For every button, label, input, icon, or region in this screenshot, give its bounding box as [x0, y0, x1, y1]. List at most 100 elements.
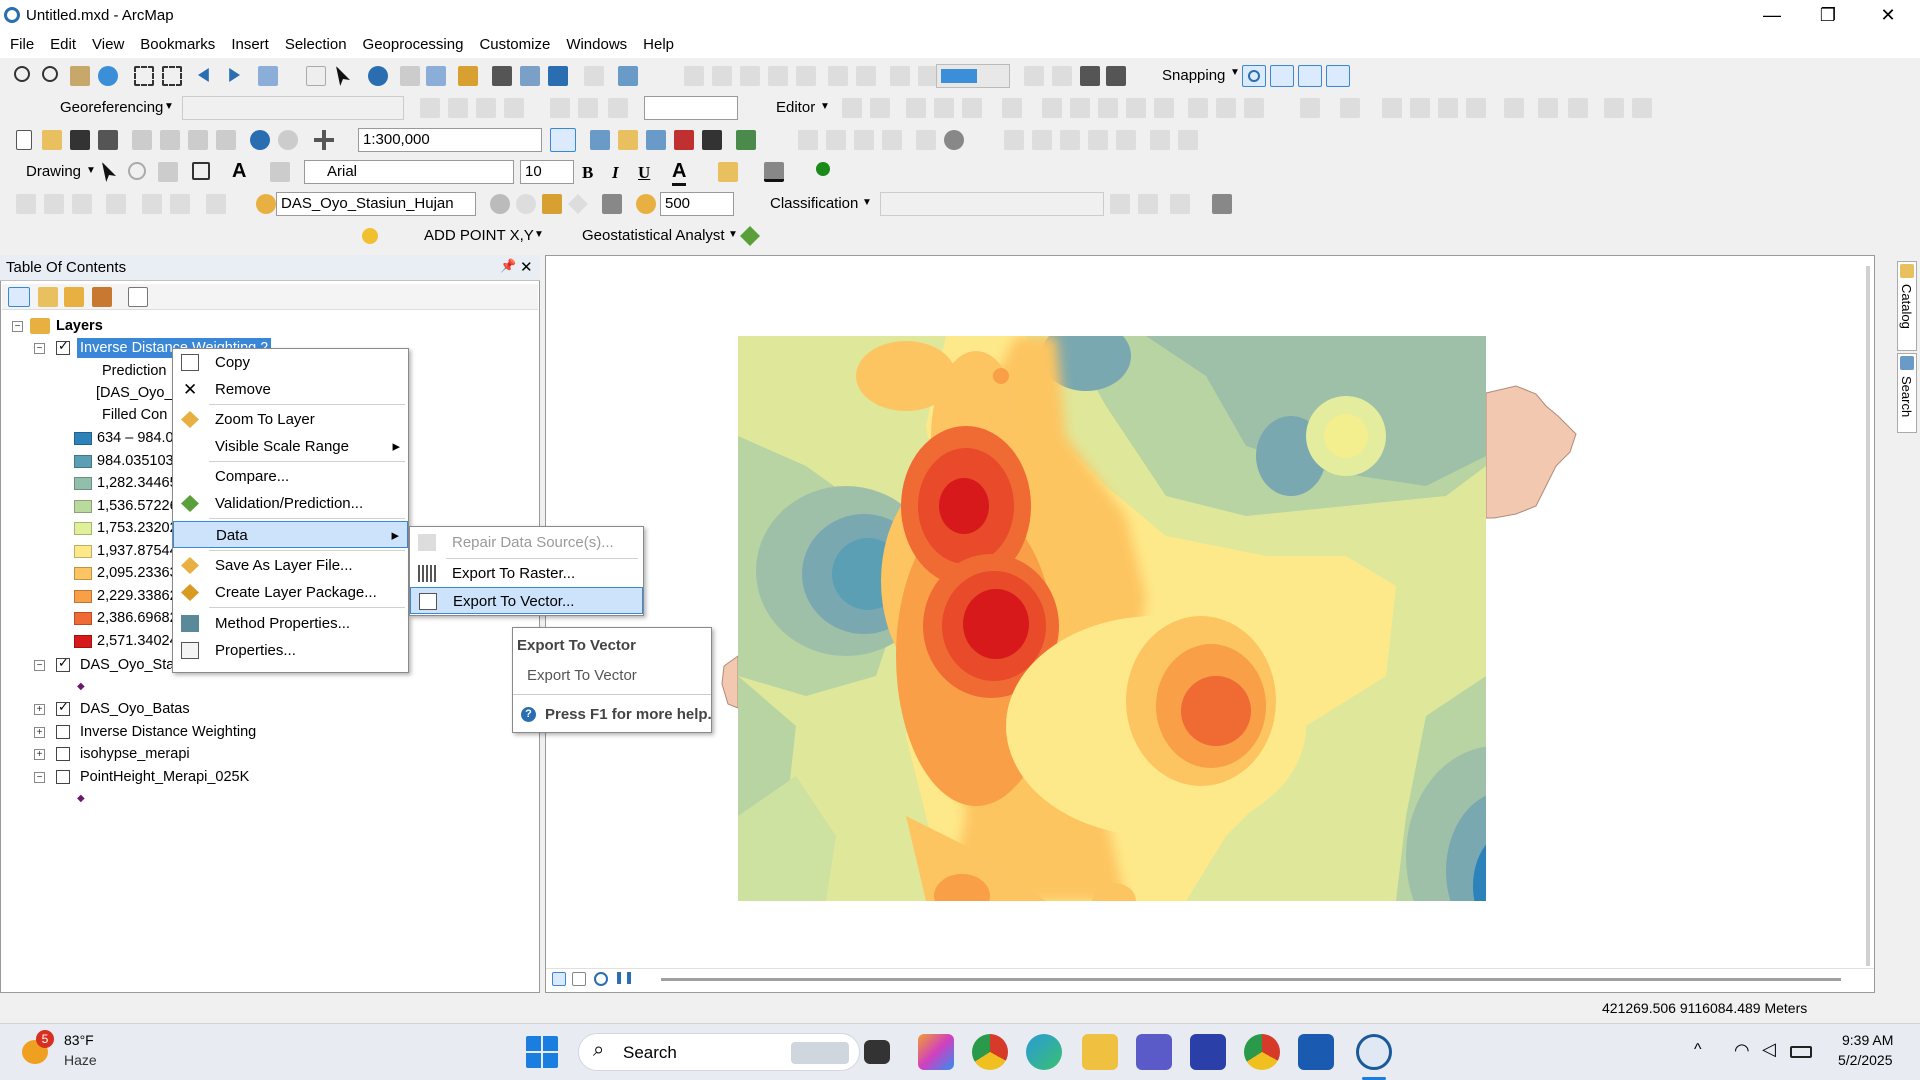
- edge-icon[interactable]: [1026, 1034, 1062, 1070]
- pen-app-icon[interactable]: [1190, 1034, 1226, 1070]
- menu-bookmarks[interactable]: Bookmarks: [140, 35, 216, 53]
- graphics-tool-4-icon[interactable]: [882, 130, 902, 150]
- menu-help[interactable]: Help: [643, 35, 675, 53]
- add-point-dropdown[interactable]: ADD POINT X,Y: [424, 227, 534, 244]
- print-icon[interactable]: [98, 130, 118, 150]
- font-combo[interactable]: Arial: [304, 160, 514, 184]
- layer-checkbox[interactable]: [56, 747, 70, 761]
- start-button[interactable]: [526, 1036, 558, 1068]
- go-to-xy-icon[interactable]: [548, 66, 568, 86]
- smooth-icon[interactable]: [1568, 98, 1588, 118]
- chrome-profile-icon[interactable]: [1244, 1034, 1280, 1070]
- layout-100-icon[interactable]: [796, 66, 816, 86]
- edge-snap-icon[interactable]: [1326, 65, 1350, 87]
- html-popup-icon[interactable]: [426, 66, 446, 86]
- italic-button[interactable]: I: [612, 163, 619, 182]
- graphics-tool-6-icon[interactable]: [944, 130, 964, 150]
- graphics-tool-2-icon[interactable]: [826, 130, 846, 150]
- classification-combo[interactable]: [880, 192, 1104, 216]
- catalog-icon[interactable]: [618, 130, 638, 150]
- copilot-icon[interactable]: [918, 1034, 954, 1070]
- training-sample-icon[interactable]: [1170, 194, 1190, 214]
- contrast-icon[interactable]: [490, 194, 510, 214]
- sketch-tool-1-icon[interactable]: [16, 194, 36, 214]
- edit-annotation-icon[interactable]: [870, 98, 890, 118]
- arctoolbox-icon[interactable]: [674, 130, 694, 150]
- paste-icon[interactable]: [188, 130, 208, 150]
- view-link-table-icon[interactable]: [550, 98, 570, 118]
- create-viewer-icon[interactable]: [618, 66, 638, 86]
- ctx-remove[interactable]: ✕ Remove: [173, 376, 408, 403]
- georef-text-field[interactable]: [644, 96, 738, 120]
- menu-selection[interactable]: Selection: [284, 35, 347, 53]
- map-view[interactable]: ❚❚: [545, 255, 1875, 993]
- straight-segment-icon[interactable]: [906, 98, 926, 118]
- geostat-wizard-icon[interactable]: [740, 226, 760, 246]
- hyperlink-icon[interactable]: [400, 66, 420, 86]
- callout-icon[interactable]: [270, 162, 290, 182]
- menu-geoprocessing[interactable]: Geoprocessing: [362, 35, 464, 53]
- brightness-icon[interactable]: [516, 194, 536, 214]
- modelbuilder-icon[interactable]: [736, 130, 756, 150]
- auto-adjust-icon[interactable]: [578, 98, 598, 118]
- toggle-draft-icon[interactable]: [1024, 66, 1044, 86]
- toc-layer-idw[interactable]: Inverse Distance Weighting: [80, 724, 257, 740]
- ctx-data[interactable]: Data ▸: [173, 521, 408, 548]
- edit-tool-icon[interactable]: [842, 98, 862, 118]
- zoom-in-icon[interactable]: [14, 66, 30, 82]
- minimize-button[interactable]: —: [1763, 4, 1781, 25]
- taskbar-search-box[interactable]: ⌕ Search: [578, 1033, 860, 1071]
- graphics-tool-5-icon[interactable]: [916, 130, 936, 150]
- layout-view-icon[interactable]: [572, 972, 586, 986]
- pin-icon[interactable]: 📌: [500, 258, 517, 273]
- fixed-zoom-in-icon[interactable]: [134, 66, 154, 86]
- pointer-tool-icon[interactable]: [1212, 194, 1232, 214]
- arcmap-taskbar-icon[interactable]: [1356, 1034, 1392, 1070]
- undo-icon[interactable]: [250, 130, 270, 150]
- advanced-edit-icon[interactable]: [1300, 98, 1320, 118]
- chevron-up-icon[interactable]: ^: [1694, 1041, 1702, 1058]
- cut-polygon-icon[interactable]: [1070, 98, 1090, 118]
- graphics-tool-7-icon[interactable]: [1004, 130, 1024, 150]
- flicker-icon[interactable]: [568, 194, 588, 214]
- sketch-tool-4-icon[interactable]: [106, 194, 126, 214]
- cut-icon[interactable]: [132, 130, 152, 150]
- sub-export-to-vector[interactable]: Export To Vector...: [410, 587, 643, 614]
- layout-full-icon[interactable]: [768, 66, 788, 86]
- layer-checkbox[interactable]: [56, 699, 70, 716]
- copy-icon[interactable]: [160, 130, 180, 150]
- data-view-icon[interactable]: [552, 972, 566, 986]
- ctx-properties[interactable]: Properties...: [173, 637, 408, 664]
- search-tab[interactable]: Search: [1897, 353, 1917, 433]
- ctx-copy[interactable]: Copy: [173, 349, 408, 376]
- ctx-visible-scale-range[interactable]: Visible Scale Range ▸: [173, 433, 408, 460]
- vertex-snap-icon[interactable]: [1298, 65, 1322, 87]
- attributes-icon[interactable]: [1098, 98, 1118, 118]
- layout-zoom-combo[interactable]: [936, 64, 1010, 88]
- add-data-icon[interactable]: [314, 130, 334, 150]
- collapse-icon[interactable]: −: [34, 343, 45, 354]
- font-size-combo[interactable]: 10: [520, 160, 574, 184]
- toc-item-source[interactable]: [DAS_Oyo_: [96, 385, 173, 401]
- rotate-icon[interactable]: [420, 98, 440, 118]
- trace-icon[interactable]: [962, 98, 982, 118]
- toc-layer-batas[interactable]: DAS_Oyo_Batas: [80, 701, 190, 717]
- ctx-save-as-layer-file[interactable]: Save As Layer File...: [173, 552, 408, 579]
- close-button[interactable]: ✕: [1880, 4, 1896, 25]
- sub-repair-data-source[interactable]: Repair Data Source(s)...: [410, 529, 643, 556]
- open-icon[interactable]: [42, 130, 62, 150]
- clock-date[interactable]: 5/2/2025: [1838, 1052, 1893, 1068]
- select-elements-icon[interactable]: [336, 66, 350, 86]
- sketch-tool-7-icon[interactable]: [206, 194, 226, 214]
- generalize-icon[interactable]: [1538, 98, 1558, 118]
- graphics-tool-13-icon[interactable]: [1178, 130, 1198, 150]
- histogram-icon[interactable]: [1110, 194, 1130, 214]
- sketch-tool-3-icon[interactable]: [72, 194, 92, 214]
- collapse-icon[interactable]: −: [12, 321, 23, 332]
- new-document-icon[interactable]: [16, 130, 32, 150]
- ctx-compare[interactable]: Compare...: [173, 463, 408, 490]
- reshape-icon[interactable]: [1042, 98, 1062, 118]
- chrome-icon[interactable]: [972, 1034, 1008, 1070]
- maximize-button[interactable]: ❐: [1819, 4, 1837, 25]
- sub-export-to-raster[interactable]: Export To Raster...: [410, 560, 643, 587]
